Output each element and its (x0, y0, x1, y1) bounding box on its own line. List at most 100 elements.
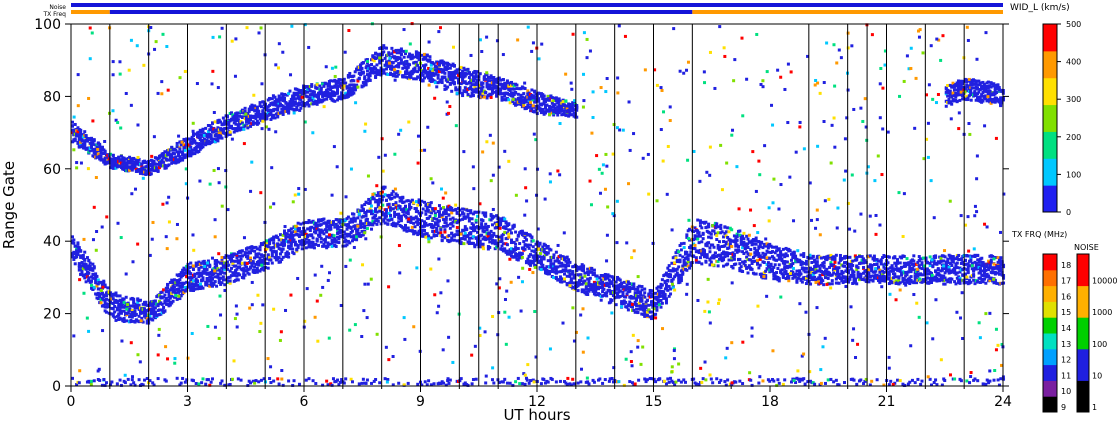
echo-point (724, 230, 728, 234)
echo-point (758, 257, 762, 261)
echo-point (905, 257, 909, 261)
echo-point (530, 249, 534, 253)
echo-point (738, 229, 742, 233)
echo-point (160, 302, 164, 306)
echo-point (250, 264, 254, 268)
echo-point (178, 273, 182, 277)
echo-point (109, 301, 113, 305)
echo-point (614, 280, 618, 284)
echo-point (163, 309, 167, 313)
echo-point (75, 247, 79, 251)
echo-point (944, 269, 948, 273)
echo-point (238, 265, 242, 269)
echo-point (556, 270, 560, 274)
echo-point (887, 255, 891, 259)
echo-point (201, 140, 205, 144)
echo-point (514, 246, 518, 250)
echo-point (259, 115, 263, 119)
echo-point (235, 113, 239, 117)
echo-point (437, 204, 441, 208)
echo-point (794, 275, 798, 279)
echo-point (190, 135, 194, 139)
echo-point (667, 284, 671, 288)
echo-point (966, 271, 970, 275)
echo-point (730, 258, 734, 262)
echo-point (132, 156, 136, 160)
echo-point (651, 300, 655, 304)
echo-point (514, 254, 518, 258)
echo-point (768, 242, 772, 246)
echo-point (688, 253, 692, 257)
echo-point (291, 240, 295, 244)
echo-point (261, 265, 265, 269)
echo-point (346, 222, 350, 226)
echo-point (708, 246, 712, 250)
echo-point (875, 258, 879, 262)
echo-point (670, 261, 674, 265)
echo-point (235, 111, 239, 115)
echo-point (785, 260, 789, 264)
echo-point (375, 222, 379, 226)
echo-point (235, 253, 239, 257)
echo-point (963, 272, 967, 276)
echo-point (973, 282, 977, 286)
echo-point (403, 204, 407, 208)
echo-point (810, 275, 814, 279)
echo-point (132, 297, 136, 301)
echo-point (81, 139, 85, 143)
echo-point (163, 150, 167, 154)
echo-point (247, 261, 251, 265)
echo-point (716, 259, 720, 263)
echo-point (249, 256, 253, 260)
echo-point (319, 236, 323, 240)
echo-point (696, 237, 700, 241)
echo-point (624, 285, 628, 289)
echo-point (467, 240, 471, 244)
echo-point (133, 164, 137, 168)
echo-point (673, 261, 677, 265)
echo-point (246, 126, 250, 130)
echo-point (251, 260, 255, 264)
echo-point (466, 234, 470, 238)
echo-point (221, 278, 225, 282)
echo-point (837, 261, 841, 265)
echo-point (912, 264, 916, 268)
echo-point (745, 250, 749, 254)
echo-point (185, 140, 189, 144)
echo-point (311, 219, 315, 223)
echo-point (323, 221, 327, 225)
echo-point (658, 291, 662, 295)
echo-point (789, 264, 793, 268)
echo-point (780, 268, 784, 272)
echo-point (266, 262, 270, 266)
echo-point (829, 261, 833, 265)
echo-point (265, 257, 269, 261)
echo-point (841, 271, 845, 275)
echo-point (408, 229, 412, 233)
echo-point (883, 279, 887, 283)
echo-point (296, 221, 300, 225)
echo-point (141, 311, 145, 315)
echo-point (511, 250, 515, 254)
echo-point (104, 294, 108, 298)
echo-point (902, 254, 906, 258)
echo-point (457, 229, 461, 233)
echo-point (580, 282, 584, 286)
echo-point (272, 245, 276, 249)
echo-point (209, 281, 213, 285)
echo-point (997, 272, 1001, 276)
echo-point (742, 237, 746, 241)
echo-point (728, 252, 732, 256)
echo-point (164, 290, 168, 294)
echo-point (277, 256, 281, 260)
echo-point (219, 120, 223, 124)
echo-point (480, 222, 484, 226)
echo-point (867, 268, 871, 272)
echo-point (633, 310, 637, 314)
echo-point (379, 222, 383, 226)
echo-point (847, 269, 851, 273)
echo-point (355, 233, 359, 237)
echo-point (243, 251, 247, 255)
echo-point (571, 270, 575, 274)
echo-point (450, 236, 454, 240)
